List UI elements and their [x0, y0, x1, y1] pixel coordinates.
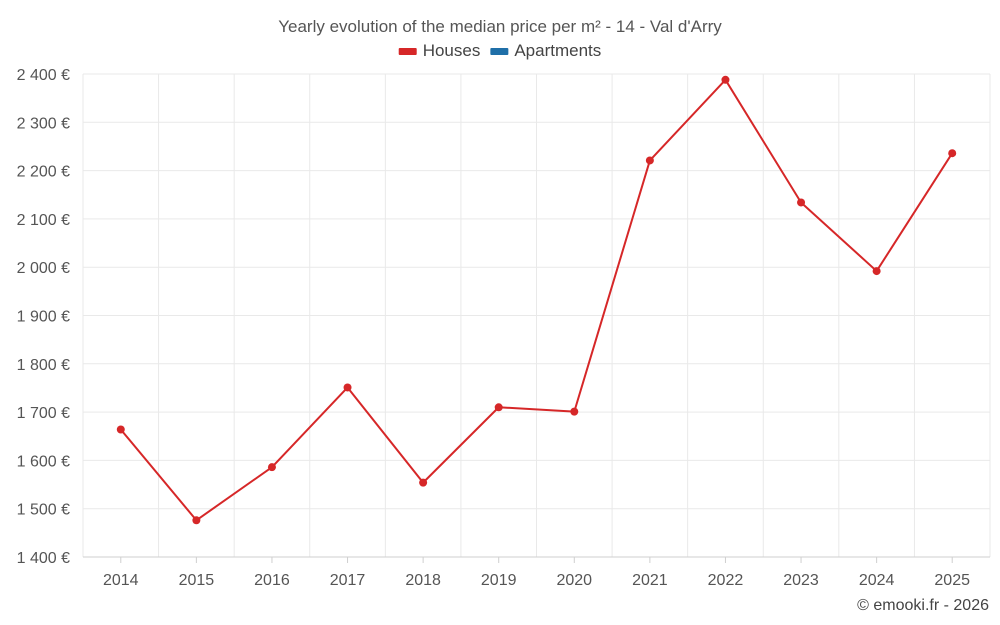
- x-tick-label-2025: 2025: [934, 572, 970, 589]
- x-tick-label-2015: 2015: [179, 572, 215, 589]
- legend-item-apartments[interactable]: Apartments: [490, 41, 601, 60]
- data-point-houses-2022[interactable]: [721, 75, 730, 84]
- data-point-houses-2017[interactable]: [343, 383, 352, 392]
- legend-label-apartments: Apartments: [514, 41, 601, 60]
- data-point-houses-2025[interactable]: [948, 149, 957, 158]
- chart-title: Yearly evolution of the median price per…: [278, 17, 722, 36]
- y-tick-label-2000: 2 000 €: [17, 260, 70, 277]
- x-tick-label-2014: 2014: [103, 572, 139, 589]
- legend-swatch-houses: [398, 48, 417, 55]
- legend-item-houses[interactable]: Houses: [398, 41, 481, 60]
- series-layer: [116, 75, 957, 525]
- y-tick-label-2400: 2 400 €: [17, 67, 70, 84]
- legend: Houses Apartments: [398, 41, 601, 60]
- x-tick-label-2023: 2023: [783, 572, 819, 589]
- data-point-houses-2018[interactable]: [419, 478, 428, 487]
- data-point-houses-2024[interactable]: [872, 267, 881, 276]
- y-tick-label-1400: 1 400 €: [17, 550, 70, 567]
- y-tick-label-2200: 2 200 €: [17, 164, 70, 181]
- data-point-houses-2015[interactable]: [192, 516, 201, 525]
- grid-lines: [82, 73, 991, 558]
- data-point-houses-2016[interactable]: [267, 463, 276, 472]
- data-point-houses-2020[interactable]: [570, 407, 579, 416]
- x-tick-label-2019: 2019: [481, 572, 517, 589]
- y-tick-label-1500: 1 500 €: [17, 502, 70, 519]
- legend-swatch-apartments: [490, 48, 509, 55]
- data-point-houses-2014[interactable]: [116, 425, 125, 434]
- y-tick-label-1800: 1 800 €: [17, 357, 70, 374]
- x-tick-label-2020: 2020: [556, 572, 592, 589]
- data-point-houses-2021[interactable]: [645, 156, 654, 165]
- y-tick-label-1600: 1 600 €: [17, 453, 70, 470]
- x-tick-label-2017: 2017: [330, 572, 366, 589]
- credit-text: © emooki.fr - 2026: [857, 597, 989, 614]
- y-tick-label-1900: 1 900 €: [17, 309, 70, 326]
- x-tick-label-2021: 2021: [632, 572, 668, 589]
- y-tick-label-1700: 1 700 €: [17, 405, 70, 422]
- data-point-houses-2019[interactable]: [494, 403, 503, 412]
- x-axis: 2014 2015 2016 2017 2018 2019 2020 2021 2022 2023…: [83, 556, 990, 589]
- x-tick-label-2022: 2022: [708, 572, 744, 589]
- x-tick-label-2018: 2018: [405, 572, 441, 589]
- series-line-houses: [120, 78, 954, 522]
- x-tick-label-2024: 2024: [859, 572, 895, 589]
- legend-label-houses: Houses: [423, 41, 481, 60]
- y-tick-label-2100: 2 100 €: [17, 212, 70, 229]
- data-point-houses-2023[interactable]: [797, 198, 806, 207]
- x-tick-label-2016: 2016: [254, 572, 290, 589]
- y-axis: 1 400 € 1 500 € 1 600 € 1 700 € 1 800 € 1 900…: [17, 67, 70, 567]
- y-tick-label-2300: 2 300 €: [17, 115, 70, 132]
